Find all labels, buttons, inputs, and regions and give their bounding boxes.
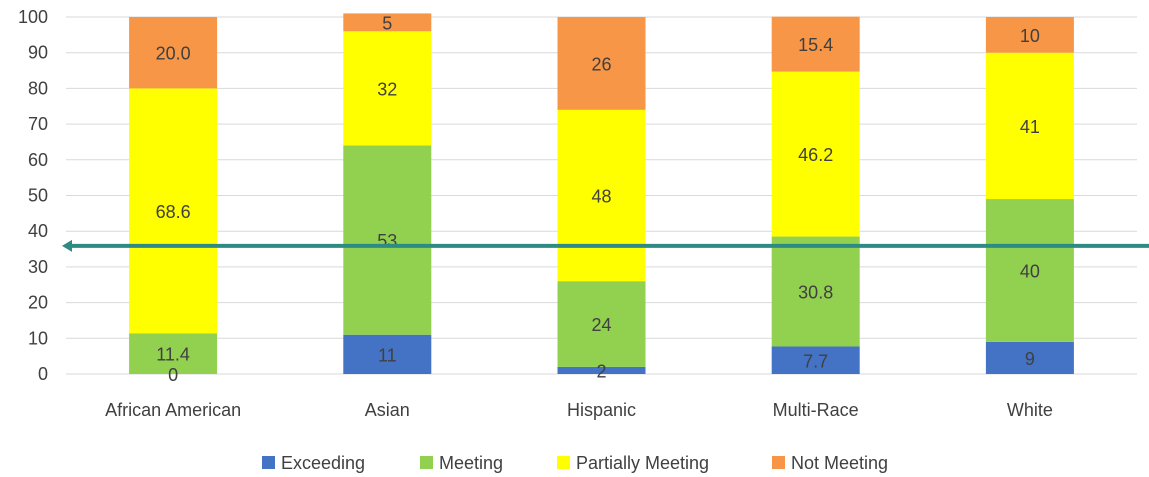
bar-partially-meeting-white bbox=[985, 52, 1074, 200]
legend-swatch-partially-meeting bbox=[557, 456, 570, 469]
x-tick-label: African American bbox=[105, 400, 241, 420]
data-label: 32 bbox=[377, 79, 397, 99]
reference-line bbox=[62, 239, 1149, 252]
bar-not-meeting-white bbox=[985, 17, 1074, 53]
data-label: 46.2 bbox=[798, 145, 833, 165]
data-label: 0 bbox=[168, 365, 178, 385]
y-tick-label: 30 bbox=[28, 257, 48, 277]
bar-exceeding-white bbox=[985, 341, 1074, 374]
y-tick-label: 100 bbox=[18, 7, 48, 27]
y-tick-label: 80 bbox=[28, 78, 48, 98]
data-label: 48 bbox=[591, 187, 611, 207]
data-label: 7.7 bbox=[803, 351, 828, 371]
x-tick-label: Asian bbox=[365, 400, 410, 420]
data-label: 68.6 bbox=[156, 202, 191, 222]
bar-partially-meeting-hispanic bbox=[557, 109, 646, 282]
bar-exceeding-hispanic bbox=[557, 366, 646, 374]
legend-swatch-not-meeting bbox=[772, 456, 785, 469]
bar-partially-meeting-african-american bbox=[129, 88, 218, 334]
data-label: 53 bbox=[377, 231, 397, 251]
bar-meeting-multi-race bbox=[771, 236, 860, 347]
bar-not-meeting-multi-race bbox=[771, 16, 860, 72]
data-label: 20.0 bbox=[156, 44, 191, 64]
data-label: 10 bbox=[1020, 26, 1040, 46]
legend: Exceeding Meeting Partially Meeting Not Mee… bbox=[262, 453, 888, 473]
legend-label: Partially Meeting bbox=[576, 453, 709, 473]
y-tick-label: 0 bbox=[38, 364, 48, 384]
data-label: 5 bbox=[382, 13, 392, 33]
bar-not-meeting-hispanic bbox=[557, 17, 646, 110]
y-tick-label: 70 bbox=[28, 114, 48, 134]
y-tick-label: 50 bbox=[28, 186, 48, 206]
data-label: 11.4 bbox=[156, 345, 190, 365]
x-tick-label: White bbox=[1007, 400, 1053, 420]
bar-exceeding-multi-race bbox=[771, 346, 860, 374]
bar-not-meeting-asian bbox=[343, 13, 432, 32]
bar-meeting-african-american bbox=[129, 333, 218, 374]
y-tick-label: 90 bbox=[28, 43, 48, 63]
legend-swatch-meeting bbox=[420, 456, 433, 469]
data-label: 30.8 bbox=[798, 283, 833, 303]
data-label: 26 bbox=[591, 54, 611, 74]
bar-not-meeting-african-american bbox=[129, 17, 218, 89]
y-tick-label: 60 bbox=[28, 150, 48, 170]
bar-partially-meeting-asian bbox=[343, 31, 432, 146]
data-label: 15.4 bbox=[798, 35, 833, 55]
legend-label: Exceeding bbox=[281, 453, 365, 473]
data-label: 2 bbox=[596, 361, 606, 381]
y-tick-label: 20 bbox=[28, 293, 48, 313]
bars bbox=[129, 13, 1074, 374]
data-label: 11 bbox=[378, 345, 397, 365]
x-tick-label: Hispanic bbox=[567, 400, 636, 420]
y-tick-label: 10 bbox=[28, 328, 48, 348]
bar-meeting-hispanic bbox=[557, 281, 646, 367]
data-labels: 011.4 68.6 20.0 11 53 32 5 2 24 48 26 7.7 30.8 46.2 15… bbox=[156, 13, 1040, 385]
data-label: 41 bbox=[1020, 117, 1040, 137]
y-axis: 0 10 20 30 40 50 60 70 80 90 100 bbox=[18, 7, 48, 384]
bar-exceeding-asian bbox=[343, 334, 432, 374]
x-tick-label: Multi-Race bbox=[773, 400, 859, 420]
bar-meeting-asian bbox=[343, 145, 432, 335]
data-label: 24 bbox=[591, 315, 611, 335]
legend-label: Meeting bbox=[439, 453, 503, 473]
data-label: 40 bbox=[1020, 261, 1040, 281]
reference-line-arrow-left bbox=[62, 239, 72, 252]
legend-label: Not Meeting bbox=[791, 453, 888, 473]
x-axis: African American Asian Hispanic Multi-Race W… bbox=[105, 400, 1053, 420]
legend-swatch-exceeding bbox=[262, 456, 275, 469]
bar-meeting-white bbox=[985, 199, 1074, 342]
data-label: 9 bbox=[1025, 349, 1035, 369]
y-tick-label: 40 bbox=[28, 221, 48, 241]
bar-partially-meeting-multi-race bbox=[771, 71, 860, 237]
